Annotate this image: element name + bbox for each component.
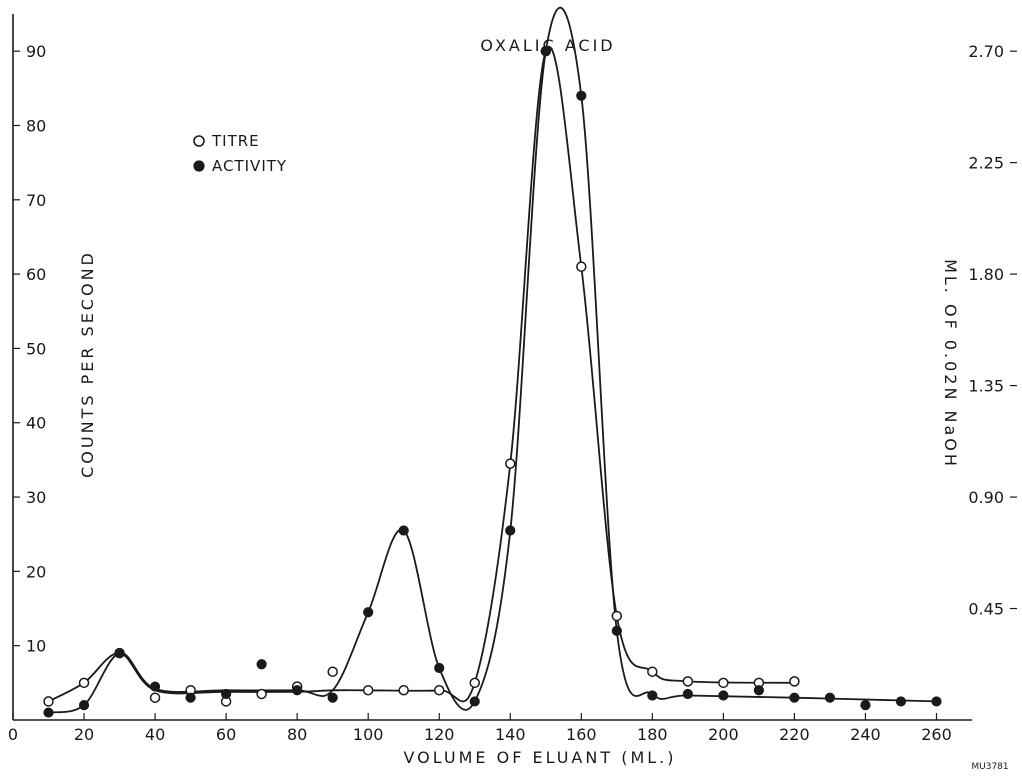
y-tick-label: 90	[26, 42, 46, 61]
x-tick-label: 80	[287, 725, 307, 744]
y2-tick-label: 2.25	[968, 154, 1004, 173]
x-tick-label: 260	[921, 725, 952, 744]
activity-point	[505, 525, 516, 536]
y-tick-label: 70	[26, 191, 46, 210]
activity-curve	[48, 6, 937, 714]
y2-axis-title: ML. OF 0.02N NaOH	[941, 259, 960, 469]
y2-tick-label: 0.45	[968, 600, 1004, 619]
titre-point	[327, 666, 338, 677]
x-tick-label: 0	[8, 725, 18, 744]
legend-activity-label: ACTIVITY	[212, 157, 287, 175]
titre-point	[362, 685, 374, 696]
titre-point	[611, 610, 623, 622]
activity-point	[434, 662, 445, 674]
activity-point	[860, 700, 871, 711]
activity-point	[611, 625, 622, 636]
activity-point	[647, 690, 658, 701]
chart-title: OXALIC ACID	[480, 36, 615, 55]
titre-curve	[48, 46, 795, 703]
x-axis-title: VOLUME OF ELUANT (ML.)	[404, 748, 677, 767]
y-tick-label: 60	[26, 265, 46, 284]
legend-titre-label: TITRE	[211, 132, 260, 150]
activity-point	[149, 681, 161, 692]
titre-point	[505, 458, 516, 469]
y-tick-label: 50	[26, 339, 46, 358]
titre-point	[789, 676, 800, 687]
x-tick-label: 200	[708, 725, 739, 744]
y2-tick-label: 0.90	[968, 488, 1004, 507]
activity-point	[718, 690, 729, 701]
ticks: 0 20 40 60 80 100 120 140 160 180 200 220 240 260 10 20…	[8, 42, 1017, 744]
titre-point	[682, 676, 694, 687]
x-tick-label: 60	[216, 725, 236, 744]
y-tick-label: 80	[26, 116, 46, 135]
titre-point	[647, 666, 658, 677]
y2-tick-label: 2.70	[968, 42, 1004, 61]
activity-point	[78, 700, 90, 711]
axes	[12, 14, 972, 721]
titre-point	[256, 688, 267, 700]
legend-titre-marker	[193, 135, 205, 147]
activity-point	[114, 648, 125, 659]
titre-point	[149, 692, 161, 703]
activity-point	[540, 46, 551, 57]
activity-point	[327, 692, 338, 703]
titre-point	[398, 685, 409, 696]
y2-tick-label: 1.35	[968, 377, 1004, 396]
y-axis-title: COUNTS PER SECOND	[78, 250, 97, 478]
y-tick-label: 20	[26, 562, 46, 581]
activity-point	[682, 688, 693, 700]
activity-point	[824, 692, 836, 703]
x-tick-label: 240	[850, 725, 881, 744]
activity-point	[931, 696, 942, 707]
activity-point	[576, 90, 587, 101]
titre-point	[469, 677, 480, 689]
x-tick-label: 160	[566, 725, 597, 744]
activity-point	[398, 525, 409, 536]
activity-point	[185, 692, 196, 703]
x-tick-label: 20	[74, 725, 94, 744]
x-tick-label: 40	[145, 725, 165, 744]
activity-point	[256, 659, 267, 670]
legend: TITRE ACTIVITY	[193, 132, 287, 175]
activity-point	[363, 607, 374, 618]
markers	[43, 45, 942, 718]
curves	[48, 6, 937, 714]
figure-code: MU3781	[971, 762, 1008, 772]
titre-point	[78, 677, 90, 689]
titre-point	[576, 261, 587, 272]
activity-point	[789, 692, 800, 703]
titre-point	[433, 685, 445, 696]
y-tick-label: 30	[26, 488, 46, 507]
x-tick-label: 140	[495, 725, 526, 744]
activity-point	[292, 685, 303, 696]
y-tick-label: 10	[26, 637, 46, 656]
activity-point	[43, 707, 54, 718]
activity-point	[221, 688, 232, 700]
y-tick-label: 40	[26, 414, 46, 433]
x-tick-label: 180	[637, 725, 668, 744]
activity-point	[895, 696, 907, 707]
activity-point	[469, 696, 480, 707]
x-tick-label: 120	[424, 725, 455, 744]
y2-tick-label: 1.80	[968, 265, 1004, 284]
titre-point	[43, 696, 54, 707]
activity-point	[753, 685, 764, 696]
x-tick-label: 100	[353, 725, 384, 744]
x-tick-label: 220	[779, 725, 810, 744]
titre-point	[718, 677, 729, 689]
legend-activity-marker	[193, 160, 205, 172]
